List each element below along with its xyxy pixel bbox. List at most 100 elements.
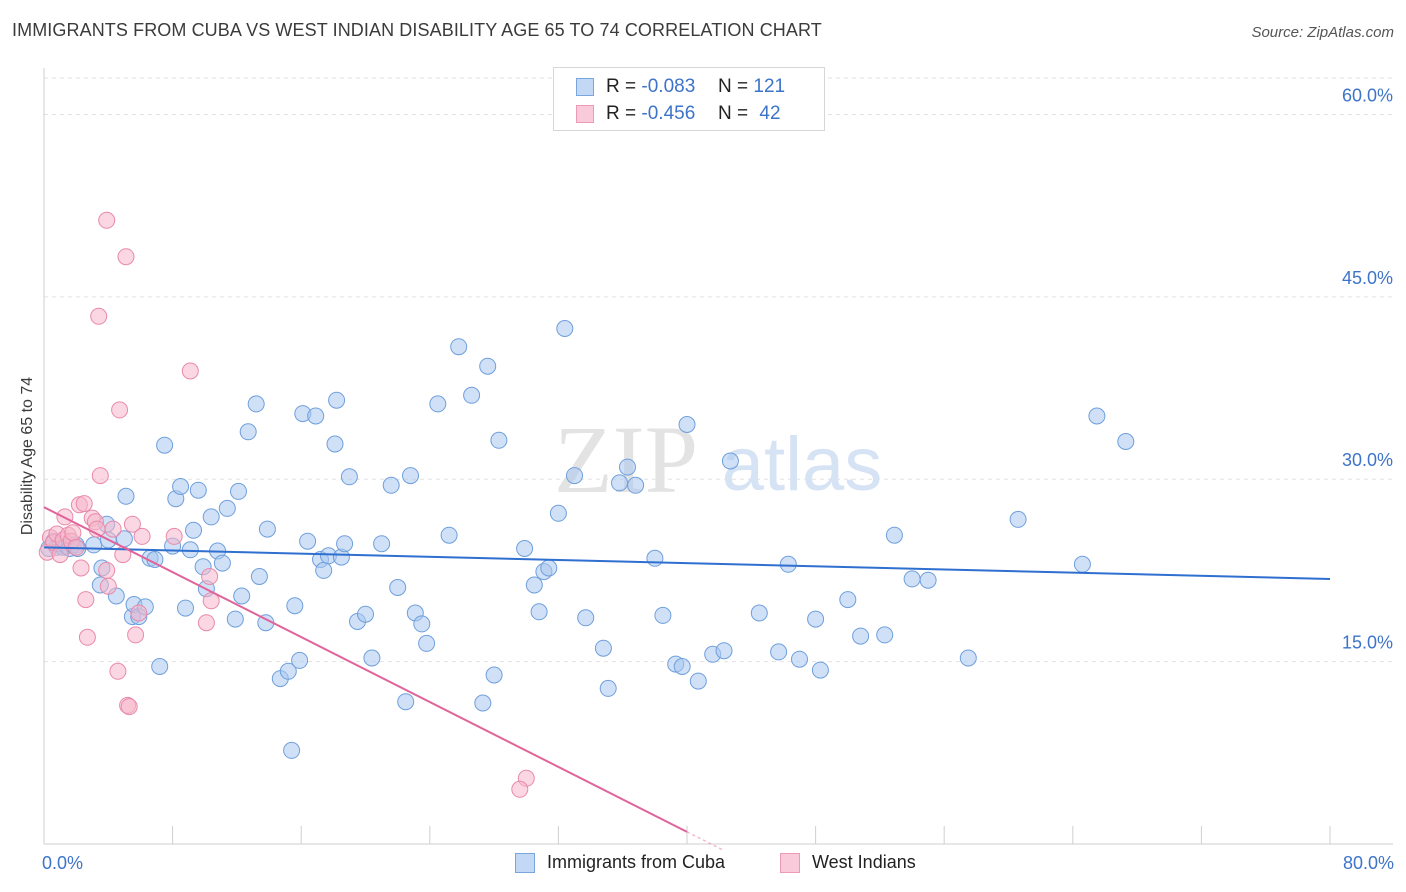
point-cuba-116 [919,571,937,589]
point-west-indians-37 [197,614,215,632]
point-west-indians-13 [72,559,90,577]
watermark: ZIP atlas [554,406,882,513]
point-west-indians-9 [64,524,82,542]
point-west-indians-29 [120,698,138,716]
point-cuba-82 [516,540,534,557]
point-cuba-56 [315,561,333,579]
point-cuba-76 [450,338,468,356]
y-tick-label-15: 15.0% [1342,633,1393,653]
series-swatch-cuba [515,852,535,873]
point-cuba-88 [556,320,574,337]
point-cuba-120 [1088,407,1106,425]
point-cuba-79 [479,357,497,375]
point-west-indians-24 [109,662,127,680]
x-tick-label-min: 0.0% [42,853,84,873]
point-cuba-112 [852,627,870,645]
legend-row-west-indians: R = -0.456 N = 42 [576,101,781,127]
legend-n-label: N = [718,76,749,97]
point-cuba-35 [202,508,220,526]
point-cuba-107 [779,555,797,573]
watermark-atlas: atlas [722,422,883,507]
x-tick-label-max: 80.0% [1342,853,1394,873]
point-cuba-92 [599,679,617,697]
point-cuba-29 [177,599,194,617]
point-cuba-114 [885,526,903,544]
point-cuba-103 [715,642,733,660]
point-cuba-69 [397,693,415,711]
point-cuba-118 [1009,510,1027,528]
point-cuba-10 [85,536,103,554]
point-west-indians-23 [104,520,122,538]
point-cuba-96 [646,549,664,567]
point-cuba-119 [1073,555,1091,573]
point-cuba-44 [250,568,268,585]
point-cuba-84 [530,603,548,621]
point-cuba-74 [429,395,447,413]
point-cuba-91 [594,639,612,657]
point-cuba-49 [283,741,301,759]
point-cuba-46 [258,520,276,538]
point-cuba-115 [903,570,921,588]
point-cuba-68 [389,579,407,596]
point-cuba-113 [876,626,894,644]
series-legend-west-indians: West Indians [780,852,916,873]
point-cuba-101 [689,672,707,690]
point-west-indians-36 [181,362,199,380]
point-west-indians-15 [78,628,96,646]
y-axis-label: Disability Age 65 to 74 [19,376,36,536]
point-cuba-105 [750,604,768,622]
point-cuba-66 [373,535,391,553]
point-west-indians-31 [127,626,145,644]
legend-n-value-cuba: 121 [753,76,786,97]
point-cuba-81 [490,431,508,449]
point-west-indians-21 [98,561,116,579]
correlation-legend: R = -0.083 N = 121 R = -0.456 N = 42 [553,67,825,131]
point-cuba-54 [307,407,325,425]
point-cuba-39 [226,610,244,628]
point-west-indians-35 [165,527,183,545]
point-cuba-78 [474,694,492,712]
point-cuba-90 [577,609,595,627]
series-legend-cuba: Immigrants from Cuba [515,852,725,873]
point-west-indians-32 [130,604,148,622]
point-cuba-86 [540,559,558,577]
chart-title: IMMIGRANTS FROM CUBA VS WEST INDIAN DISA… [12,20,822,40]
grid-lines [44,77,1393,663]
legend-swatch-west-indians [576,105,594,123]
point-cuba-64 [357,605,374,623]
point-west-indians-4 [51,546,69,564]
point-cuba-41 [233,587,251,605]
point-cuba-93 [611,474,628,492]
point-west-indians-30 [123,515,141,533]
point-cuba-97 [654,606,672,624]
point-cuba-38 [218,499,236,517]
point-cuba-104 [721,452,739,470]
legend-r-label: R = [606,76,637,97]
point-cuba-111 [839,591,857,609]
axes [43,68,1393,845]
point-cuba-37 [213,554,231,572]
trend-line-west-indians [43,506,688,833]
point-west-indians-22 [99,577,117,595]
point-west-indians-39 [202,592,220,610]
point-cuba-94 [619,458,636,476]
source-note: Source: ZipAtlas.com [1251,24,1394,41]
point-cuba-121 [1117,433,1135,450]
y-tick-label-45: 45.0% [1342,268,1393,288]
point-cuba-53 [299,532,317,550]
point-cuba-24 [151,658,169,675]
point-cuba-99 [673,658,691,675]
point-cuba-28 [172,478,190,495]
y-tick-label-60: 60.0% [1342,85,1393,105]
point-cuba-59 [328,391,346,409]
point-west-indians-25 [111,401,129,419]
legend-row-cuba: R = -0.083 N = 121 [576,74,785,100]
trend-extension-west-indians [686,831,723,851]
point-west-indians-27 [117,248,135,266]
point-cuba-110 [811,661,829,679]
series-swatch-west-indians [780,852,800,873]
point-cuba-80 [485,666,503,684]
point-cuba-67 [382,476,400,494]
point-cuba-87 [549,504,567,522]
